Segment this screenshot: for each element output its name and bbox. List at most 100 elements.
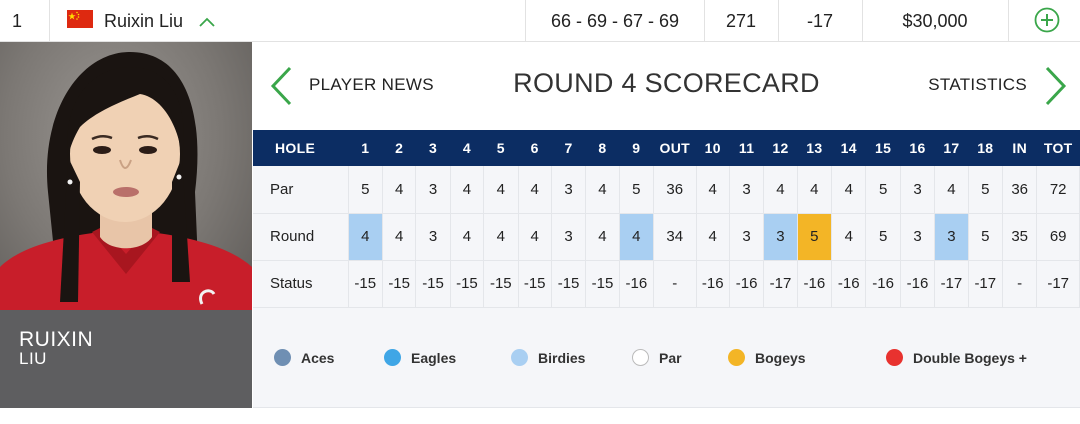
score-cell: -16	[797, 260, 833, 308]
china-flag-icon	[67, 10, 93, 28]
score-cell: -15	[551, 260, 587, 308]
bogeys-dot-icon	[728, 349, 745, 366]
score-cell: 4	[483, 166, 519, 214]
player-last-name: LIU	[19, 349, 47, 368]
score-cell: 3	[729, 166, 765, 214]
score-cell: -16	[619, 260, 655, 308]
scorecard-header-row: HOLE 1 2 3 4 5 6 7 8 9 OUT 10 11 12 13 14 15 16 17 18 IN TOT	[253, 130, 1080, 166]
score-cell: 69	[1036, 213, 1080, 261]
hole-number-header: 8	[585, 130, 620, 166]
chevron-left-icon[interactable]	[269, 66, 293, 106]
score-cell: 5	[797, 213, 833, 261]
score-cell: 3	[551, 166, 587, 214]
score-cell: -17	[934, 260, 969, 308]
chevron-right-icon[interactable]	[1044, 66, 1068, 106]
player-news-link[interactable]: PLAYER NEWS	[309, 75, 434, 94]
legend-aces: Aces	[274, 349, 334, 366]
score-cell: -16	[729, 260, 765, 308]
legend-label: Aces	[301, 349, 335, 366]
legend-label: Bogeys	[755, 349, 806, 366]
legend-bogeys: Bogeys	[728, 349, 806, 366]
score-cell: 3	[934, 213, 969, 261]
hole-number-header: 4	[450, 130, 484, 166]
score-cell: -15	[585, 260, 620, 308]
divider	[49, 0, 50, 42]
score-cell: -15	[450, 260, 485, 308]
eagles-dot-icon	[384, 349, 401, 366]
legend-birdies: Birdies	[511, 349, 585, 366]
divider	[1008, 0, 1009, 42]
aces-dot-icon	[274, 349, 291, 366]
score-cell: 34	[653, 213, 697, 261]
hole-number-header: 10	[696, 130, 730, 166]
score-cell: 5	[865, 213, 901, 261]
legend-label: Birdies	[538, 349, 586, 366]
legend-label: Double Bogeys +	[913, 349, 1027, 366]
hole-number-header: 12	[763, 130, 798, 166]
player-name-panel: RUIXIN LIU	[0, 310, 252, 408]
score-cell: 4	[696, 166, 730, 214]
hole-number-header: IN	[1002, 130, 1037, 166]
plus-circle-icon[interactable]	[1034, 7, 1060, 33]
scorecard-row-round: Round 4 4 3 4 4 4 3 4 4 34 4 3 3 5 4 5 3 3 5 35 69	[253, 213, 1080, 261]
score-cell: 36	[1002, 166, 1038, 214]
score-cell: 4	[450, 213, 485, 261]
score-cell: 4	[585, 213, 620, 261]
score-legend: Aces Eagles Birdies Par Bogeys Double Bo…	[253, 308, 1080, 408]
divider	[862, 0, 863, 42]
score-cell: 4	[585, 166, 620, 214]
statistics-link[interactable]: STATISTICS	[928, 75, 1027, 94]
scorecard-row-status: Status -15 -15 -15 -15 -15 -15 -15 -15 -16- -16 -16…	[253, 260, 1080, 308]
score-cell: -15	[382, 260, 417, 308]
score-cell: -	[653, 260, 697, 308]
hole-number-header: 2	[382, 130, 416, 166]
score-cell: -17	[968, 260, 1003, 308]
score-cell: -15	[483, 260, 519, 308]
score-cell: 4	[518, 166, 552, 214]
score-cell: 4	[831, 213, 867, 261]
player-name-link[interactable]: Ruixin Liu	[104, 10, 184, 31]
hole-number-header: 5	[483, 130, 518, 166]
scorecard-row-par: Par 5 4 3 4 4 4 3 4 5 36 4 3 4 4 4 5 3 4 5 36 72	[253, 166, 1080, 214]
birdies-dot-icon	[511, 349, 528, 366]
score-cell: 3	[900, 166, 936, 214]
score-cell: 3	[729, 213, 765, 261]
legend-label: Par	[659, 349, 682, 366]
score-cell: 5	[865, 166, 901, 214]
hole-number-header: OUT	[653, 130, 697, 166]
hole-number-header: 9	[619, 130, 654, 166]
leaderboard-row[interactable]: 1 Ruixin Liu 66 - 69 - 67 - 69 271 -17 $…	[0, 0, 1080, 42]
score-cell: 4	[348, 213, 383, 261]
score-cell: 5	[619, 166, 655, 214]
hole-number-header: 6	[518, 130, 552, 166]
row-label: Status	[253, 260, 349, 308]
score-cell: -15	[348, 260, 383, 308]
score-cell: 35	[1002, 213, 1038, 261]
score-cell: -15	[518, 260, 552, 308]
score-cell: 4	[619, 213, 655, 261]
double-bogeys-dot-icon	[886, 349, 903, 366]
position: 1	[12, 10, 23, 31]
row-label: Round	[253, 213, 349, 261]
score-cell: 4	[831, 166, 867, 214]
score-cell: 4	[797, 166, 833, 214]
score-cell: -16	[865, 260, 901, 308]
chevron-up-icon[interactable]	[199, 14, 215, 32]
scorecard-nav: PLAYER NEWS ROUND 4 SCORECARD STATISTICS	[253, 42, 1080, 130]
divider	[704, 0, 705, 42]
score-cell: -17	[763, 260, 798, 308]
score-cell: -17	[1036, 260, 1080, 308]
par-dot-icon	[632, 349, 649, 366]
score-cell: 72	[1036, 166, 1080, 214]
score-cell: 4	[483, 213, 519, 261]
legend-eagles: Eagles	[384, 349, 456, 366]
score-cell: 4	[450, 166, 485, 214]
total-score: 271	[725, 10, 757, 31]
hole-number-header: TOT	[1036, 130, 1080, 166]
score-cell: 5	[968, 213, 1003, 261]
score-cell: 4	[934, 166, 969, 214]
score-cell: 4	[382, 213, 417, 261]
score-cell: 4	[518, 213, 552, 261]
score-cell: 36	[653, 166, 697, 214]
score-cell: -16	[831, 260, 867, 308]
